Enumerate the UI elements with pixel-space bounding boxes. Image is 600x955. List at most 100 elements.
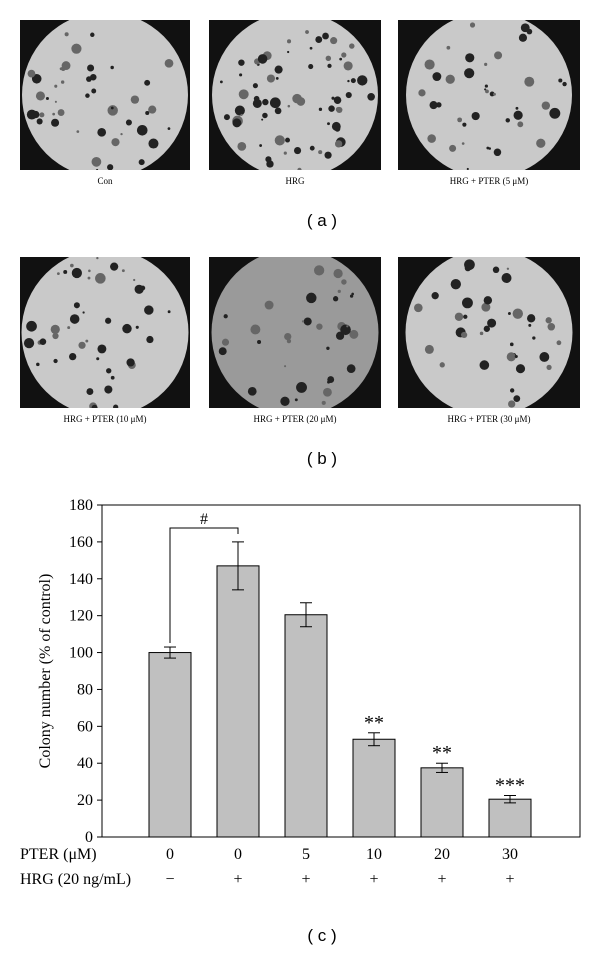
colony xyxy=(105,317,112,324)
colony xyxy=(85,93,90,98)
y-tick-label: 140 xyxy=(69,571,93,588)
colony xyxy=(64,32,69,37)
colony xyxy=(509,342,514,347)
colony xyxy=(349,294,354,298)
colony xyxy=(479,360,490,370)
colony xyxy=(484,84,488,88)
colony xyxy=(250,324,261,335)
colony xyxy=(346,364,356,373)
colony xyxy=(274,107,282,115)
bar xyxy=(148,652,192,838)
colony xyxy=(23,338,35,349)
colony xyxy=(506,267,510,270)
colony xyxy=(556,340,562,346)
colony xyxy=(111,138,120,147)
colony xyxy=(60,80,65,84)
y-tick-label: 160 xyxy=(69,534,93,551)
colony xyxy=(257,54,268,64)
colony xyxy=(471,111,480,121)
colony xyxy=(148,138,159,149)
plate-disc xyxy=(21,257,189,408)
panel-label: HRG + PTER (20 μM) xyxy=(254,414,337,424)
colony xyxy=(287,50,290,54)
colony xyxy=(221,338,230,346)
colony xyxy=(134,284,144,294)
bar xyxy=(488,798,532,838)
colony xyxy=(481,302,491,312)
colony xyxy=(54,84,58,88)
colony xyxy=(59,67,63,71)
colony xyxy=(562,81,567,87)
colony xyxy=(52,112,56,116)
colony xyxy=(120,132,123,136)
colony xyxy=(69,352,77,361)
colony xyxy=(545,317,552,324)
colony xyxy=(36,362,40,367)
y-tick-label: 40 xyxy=(77,755,93,772)
x-second-label: − xyxy=(165,871,174,888)
colony xyxy=(431,292,439,300)
colony xyxy=(340,324,351,336)
colony xyxy=(321,400,326,405)
colony xyxy=(219,80,223,84)
colony xyxy=(346,325,349,328)
significance: *** xyxy=(495,775,525,797)
colony xyxy=(515,364,526,374)
colony xyxy=(464,264,468,268)
colony xyxy=(454,312,464,321)
colony xyxy=(343,61,353,71)
colony xyxy=(104,385,113,394)
colony-image xyxy=(398,20,580,170)
colony xyxy=(130,95,140,104)
colony xyxy=(275,77,279,80)
colony xyxy=(97,127,107,137)
colony xyxy=(61,61,71,71)
colony xyxy=(144,79,151,86)
error-bar xyxy=(300,602,312,628)
colony xyxy=(110,262,119,271)
colony xyxy=(464,68,475,79)
colony-image xyxy=(20,20,190,170)
colony xyxy=(45,96,49,100)
colony xyxy=(485,89,489,94)
colony xyxy=(367,92,375,101)
colony xyxy=(339,57,343,61)
colony xyxy=(113,404,119,408)
colony xyxy=(53,358,58,364)
colony xyxy=(461,331,468,339)
colony-image xyxy=(398,257,580,408)
colony xyxy=(70,263,74,268)
colony xyxy=(325,55,332,62)
colony xyxy=(494,51,503,60)
colony xyxy=(274,135,285,146)
colony xyxy=(414,303,423,313)
colony xyxy=(148,105,157,114)
colony xyxy=(88,269,91,273)
plate xyxy=(21,257,189,408)
colony xyxy=(484,62,488,66)
colony xyxy=(327,122,330,126)
colony xyxy=(479,331,484,336)
colony xyxy=(57,109,65,116)
colony xyxy=(73,302,80,309)
colony xyxy=(318,107,323,112)
colony xyxy=(145,110,150,116)
colony xyxy=(301,320,305,323)
y-tick-label: 80 xyxy=(77,681,93,698)
colony xyxy=(50,324,60,335)
bar xyxy=(284,614,328,838)
panel-letter: ( c ) xyxy=(307,926,336,945)
panel-label: HRG xyxy=(285,176,305,186)
error-bar xyxy=(436,762,448,773)
colony xyxy=(54,100,57,103)
significance: ** xyxy=(364,712,384,734)
row-title: HRG (20 ng/mL) xyxy=(20,871,131,888)
colony xyxy=(121,269,125,273)
colony xyxy=(327,380,331,384)
colony xyxy=(247,386,257,396)
colony xyxy=(135,325,139,329)
colony xyxy=(315,36,323,43)
colony xyxy=(91,88,97,94)
y-tick-label: 0 xyxy=(85,829,93,846)
